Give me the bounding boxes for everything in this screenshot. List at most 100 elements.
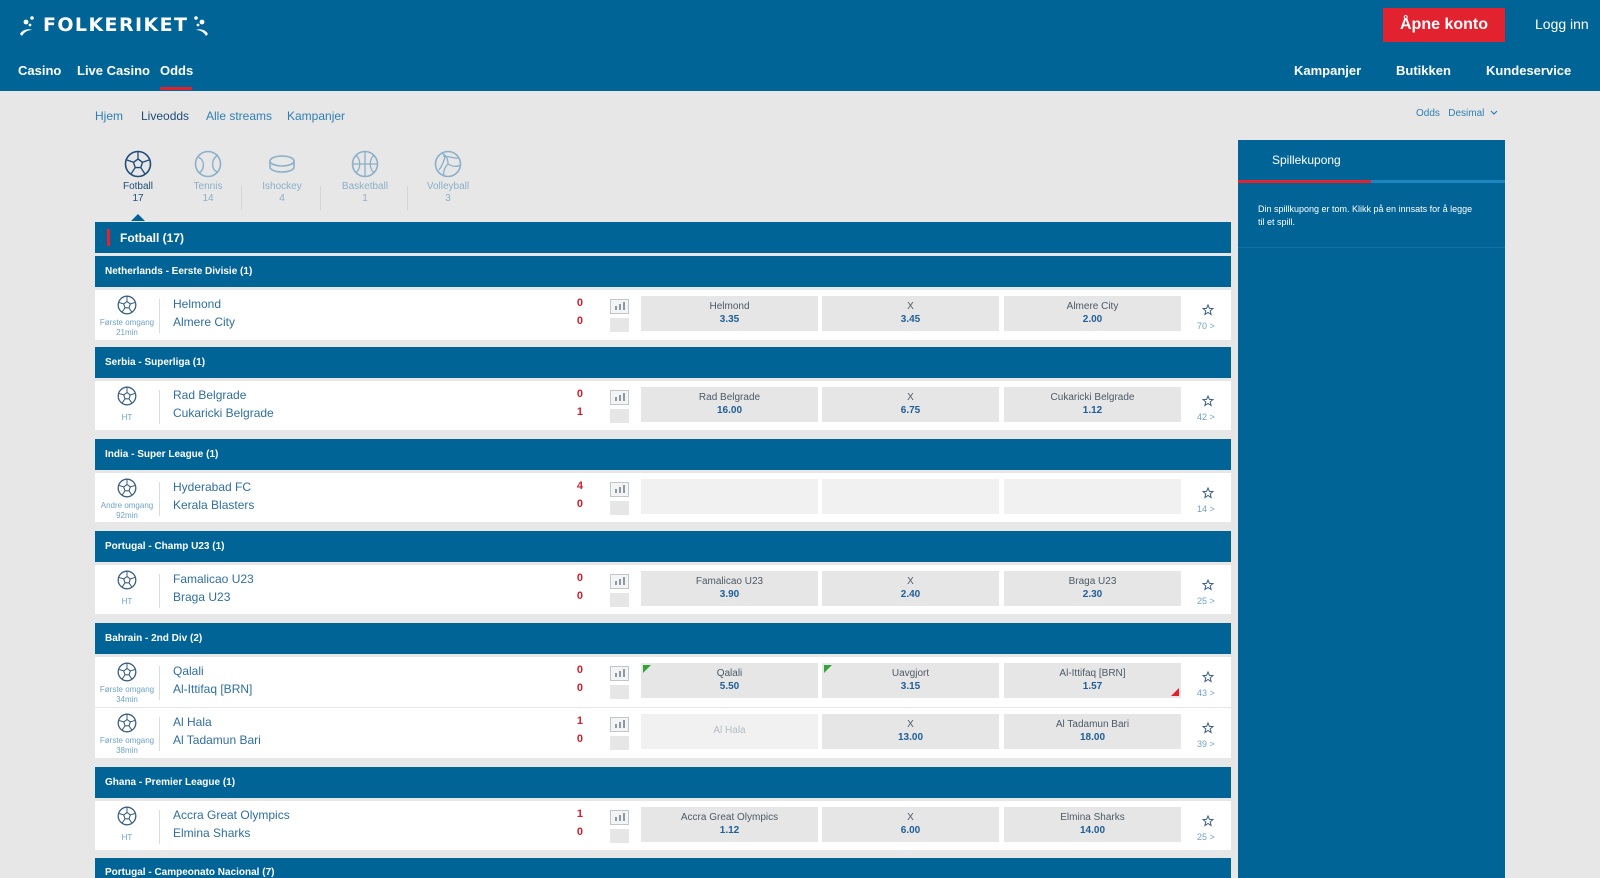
more-markets-link[interactable]: 39 > — [1197, 739, 1215, 749]
more-markets-link[interactable]: 25 > — [1197, 596, 1215, 606]
league-header[interactable]: Serbia - Superliga (1) — [95, 347, 1231, 378]
login-link[interactable]: Logg inn — [1535, 16, 1589, 32]
star-icon[interactable] — [1202, 304, 1214, 316]
home-score: 0 — [576, 572, 583, 584]
sport-tab-name: Volleyball — [426, 181, 470, 192]
odds-button-draw[interactable]: X 13.00 — [822, 714, 999, 749]
match-row[interactable]: Første omgang 38min Al Hala Al Tadamun B… — [95, 708, 1231, 758]
odds-button-home[interactable]: Helmond 3.35 — [641, 296, 818, 331]
star-icon[interactable] — [1202, 815, 1214, 827]
sport-tab-fotball[interactable]: Fotball 17 — [98, 150, 178, 205]
away-team[interactable]: Elmina Sharks — [173, 826, 251, 840]
away-team[interactable]: Kerala Blasters — [173, 498, 255, 512]
stream-placeholder-icon — [610, 685, 629, 699]
home-team[interactable]: Al Hala — [173, 715, 212, 729]
sport-tab-ishockey[interactable]: Ishockey 4 — [242, 150, 322, 205]
league-header[interactable]: Portugal - Champ U23 (1) — [95, 531, 1231, 562]
more-markets-link[interactable]: 14 > — [1197, 504, 1215, 514]
odds-button-draw[interactable]: X 6.75 — [822, 387, 999, 422]
match-row[interactable]: Andre omgang 92min Hyderabad FC Kerala B… — [95, 473, 1231, 522]
breadcrumb-hjem[interactable]: Hjem — [95, 109, 124, 123]
sport-tab-tennis[interactable]: Tennis 14 — [168, 150, 248, 205]
match-row[interactable]: HT Accra Great Olympics Elmina Sharks 1 … — [95, 801, 1231, 850]
breadcrumb-liveodds[interactable]: Liveodds — [141, 109, 190, 123]
nav-butikken[interactable]: Butikken — [1396, 63, 1451, 78]
more-markets-link[interactable]: 70 > — [1197, 321, 1215, 331]
league-header[interactable]: Netherlands - Eerste Divisie (1) — [95, 256, 1231, 287]
home-team[interactable]: Rad Belgrade — [173, 388, 247, 402]
nav-kampanjer[interactable]: Kampanjer — [1294, 63, 1362, 78]
home-team[interactable]: Hyderabad FC — [173, 480, 252, 494]
odds-button-draw[interactable]: X 2.40 — [822, 571, 999, 606]
league-header[interactable]: Bahrain - 2nd Div (2) — [95, 623, 1231, 654]
home-team[interactable]: Qalali — [173, 664, 204, 678]
away-team[interactable]: Almere City — [173, 315, 236, 329]
odds-button-home[interactable]: Accra Great Olympics 1.12 — [641, 807, 818, 842]
odds-button-draw[interactable]: X 3.45 — [822, 296, 999, 331]
more-markets-link[interactable]: 42 > — [1197, 412, 1215, 422]
open-account-button[interactable]: Åpne konto — [1383, 8, 1505, 42]
league-header[interactable]: Ghana - Premier League (1) — [95, 767, 1231, 798]
odds-button-away[interactable]: Al-Ittifaq [BRN] 1.57 — [1004, 663, 1181, 698]
nav-live-casino[interactable]: Live Casino — [77, 63, 150, 78]
odds-button-home[interactable]: Rad Belgrade 16.00 — [641, 387, 818, 422]
sport-tab-volleyball[interactable]: Volleyball 3 — [408, 150, 488, 205]
sport-tab-basketball[interactable]: Basketball 1 — [325, 150, 405, 205]
league-header[interactable]: Portugal - Campeonato Nacional (7) — [95, 858, 1231, 878]
away-team[interactable]: Al-Ittifaq [BRN] — [173, 682, 253, 696]
odds-button-away[interactable]: Cukaricki Belgrade 1.12 — [1004, 387, 1181, 422]
odds-label: X — [907, 392, 914, 403]
match-row[interactable]: Første omgang 34min Qalali Al-Ittifaq [B… — [95, 657, 1231, 707]
nav-odds[interactable]: Odds — [160, 63, 194, 78]
stats-icon[interactable] — [610, 574, 629, 589]
betslip-title[interactable]: Spillekupong — [1272, 153, 1341, 167]
odds-button-home[interactable]: Famalicao U23 3.90 — [641, 571, 818, 606]
star-icon[interactable] — [1202, 722, 1214, 734]
match-row[interactable]: HT Famalicao U23 Braga U23 0 0 Famalicao… — [95, 565, 1231, 614]
match-row[interactable]: Første omgang 21min Helmond Almere City … — [95, 290, 1231, 340]
stream-placeholder-icon — [610, 318, 629, 332]
odds-button-draw[interactable]: X 6.00 — [822, 807, 999, 842]
sport-tab-name: Fotball — [122, 181, 153, 192]
home-team[interactable]: Accra Great Olympics — [173, 808, 290, 822]
away-team[interactable]: Al Tadamun Bari — [173, 733, 261, 747]
more-markets-link[interactable]: 25 > — [1197, 832, 1215, 842]
odds-label: Helmond — [709, 301, 750, 312]
stats-icon[interactable] — [610, 810, 629, 825]
odds-button-away[interactable]: Almere City 2.00 — [1004, 296, 1181, 331]
stats-icon[interactable] — [610, 482, 629, 497]
star-icon[interactable] — [1202, 579, 1214, 591]
odds-button-away[interactable]: Braga U23 2.30 — [1004, 571, 1181, 606]
divider — [159, 574, 160, 608]
breadcrumb-kampanjer[interactable]: Kampanjer — [287, 109, 346, 123]
stats-icon[interactable] — [610, 717, 629, 732]
stats-icon[interactable] — [610, 299, 629, 314]
logo-splash-icon — [20, 16, 34, 36]
home-team[interactable]: Famalicao U23 — [173, 572, 254, 586]
nav-kundeservice[interactable]: Kundeservice — [1486, 63, 1572, 78]
odds-button-away[interactable]: Elmina Sharks 14.00 — [1004, 807, 1181, 842]
star-icon[interactable] — [1202, 487, 1214, 499]
stats-icon[interactable] — [610, 666, 629, 681]
league-header[interactable]: India - Super League (1) — [95, 439, 1231, 470]
home-team[interactable]: Helmond — [173, 297, 222, 311]
odds-button-draw[interactable]: Uavgjort 3.15 — [822, 663, 999, 698]
logo[interactable]: FOLKERIKET — [18, 10, 210, 40]
away-team[interactable]: Cukaricki Belgrade — [173, 406, 274, 420]
football-icon — [117, 713, 137, 733]
sport-tab-count: 1 — [362, 193, 368, 204]
more-markets-link[interactable]: 43 > — [1197, 688, 1215, 698]
odds-button-home[interactable]: Qalali 5.50 — [641, 663, 818, 698]
section-header-fotball[interactable]: Fotball (17) — [95, 222, 1231, 253]
stats-icon[interactable] — [610, 390, 629, 405]
odds-button-away[interactable]: Al Tadamun Bari 18.00 — [1004, 714, 1181, 749]
away-team[interactable]: Braga U23 — [173, 590, 231, 604]
breadcrumb-alle-streams[interactable]: Alle streams — [206, 109, 273, 123]
star-icon[interactable] — [1202, 395, 1214, 407]
odds-label: Al Tadamun Bari — [1055, 719, 1130, 730]
match-row[interactable]: HT Rad Belgrade Cukaricki Belgrade 0 1 R… — [95, 381, 1231, 430]
nav-casino[interactable]: Casino — [18, 63, 62, 78]
odds-value: 16.00 — [716, 405, 743, 416]
star-icon[interactable] — [1202, 671, 1214, 683]
odds-format-selector[interactable]: Odds Desimal — [1416, 108, 1498, 119]
